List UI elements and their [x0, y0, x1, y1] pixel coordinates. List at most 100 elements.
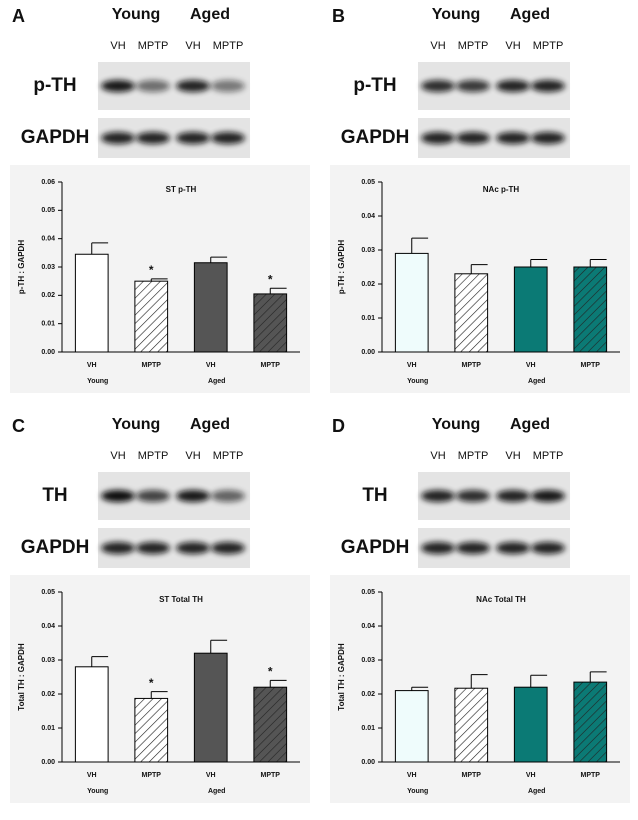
panel: D Young Aged VH MPTP VH MPTP TH GAPDH NAc Total T…: [330, 416, 630, 803]
blot-band: [136, 80, 170, 92]
y-axis-label: Total TH : GAPDH: [17, 643, 26, 711]
bar: [513, 686, 548, 763]
blot-lane-label: VH: [110, 450, 125, 462]
blot-row-label: TH: [362, 485, 387, 506]
blot-band: [211, 542, 245, 554]
bar: [253, 293, 288, 353]
chart-title: ST p-TH: [166, 185, 197, 194]
blot-lane-label: VH: [505, 40, 520, 52]
y-tick-label: 0.04: [361, 623, 375, 630]
significance-marker: *: [268, 272, 273, 286]
blot-band: [496, 542, 530, 554]
blot-band: [421, 132, 455, 144]
y-tick-label: 0.03: [361, 657, 375, 664]
group-label: Aged: [208, 788, 226, 795]
x-tick-label: MPTP: [142, 362, 162, 369]
blot-lane-label: MPTP: [458, 450, 489, 462]
y-tick-label: 0.01: [41, 321, 55, 328]
blot-group-label: Aged: [510, 6, 550, 23]
blot-group-label: Aged: [190, 6, 230, 23]
y-tick-label: 0.02: [361, 281, 375, 288]
group-label: Aged: [528, 378, 546, 385]
y-tick-label: 0.03: [41, 657, 55, 664]
blot-row-label: GAPDH: [21, 127, 90, 148]
blot-band: [531, 132, 565, 144]
x-tick-label: VH: [407, 772, 417, 779]
group-label: Aged: [208, 378, 226, 385]
blot-band: [211, 490, 245, 502]
blot-band: [531, 490, 565, 502]
y-tick-label: 0.01: [361, 725, 375, 732]
blot-band: [421, 542, 455, 554]
blot-lane-label: VH: [430, 40, 445, 52]
blot-lane-label: VH: [505, 450, 520, 462]
bar: [74, 666, 109, 763]
blot-band: [456, 80, 490, 92]
blot-lane-label: MPTP: [138, 40, 169, 52]
blot-lane-label: VH: [430, 450, 445, 462]
blot-band: [496, 490, 530, 502]
panel: B Young Aged VH MPTP VH MPTP p-TH GAPDH NAc p-TH p…: [330, 6, 630, 393]
x-tick-label: MPTP: [581, 772, 601, 779]
x-tick-label: MPTP: [261, 772, 281, 779]
blot-row-label: GAPDH: [21, 537, 90, 558]
y-tick-label: 0.01: [41, 725, 55, 732]
blot-lane-label: MPTP: [533, 40, 564, 52]
blot-band: [456, 132, 490, 144]
blot-lane-label: VH: [110, 40, 125, 52]
bar: [573, 681, 608, 763]
group-label: Aged: [528, 788, 546, 795]
bar: [454, 273, 489, 353]
y-tick-label: 0.02: [41, 691, 55, 698]
blot-band: [531, 542, 565, 554]
x-tick-label: VH: [87, 362, 97, 369]
blot-row-label: GAPDH: [341, 127, 410, 148]
x-tick-label: VH: [87, 772, 97, 779]
y-tick-label: 0.04: [41, 623, 55, 630]
blot-group-label: Young: [432, 6, 481, 23]
panel-letter: C: [12, 416, 25, 436]
blot-band: [176, 132, 210, 144]
y-tick-label: 0.02: [361, 691, 375, 698]
y-tick-label: 0.02: [41, 292, 55, 299]
bar: [134, 280, 169, 353]
blot-band: [456, 490, 490, 502]
y-tick-label: 0.05: [41, 589, 55, 596]
blot-band: [101, 542, 135, 554]
blot-row-label: GAPDH: [341, 537, 410, 558]
bar: [394, 252, 429, 353]
group-label: Young: [87, 788, 108, 795]
bar: [253, 686, 288, 763]
y-tick-label: 0.05: [361, 179, 375, 186]
blot-group-label: Young: [432, 416, 481, 433]
blot-band: [176, 80, 210, 92]
chart-title: ST Total TH: [159, 595, 203, 604]
group-label: Young: [407, 378, 428, 385]
x-tick-label: MPTP: [462, 772, 482, 779]
blot-band: [496, 132, 530, 144]
x-tick-label: VH: [206, 362, 216, 369]
y-tick-label: 0.00: [361, 759, 375, 766]
panel-letter: A: [12, 6, 25, 26]
blot-band: [136, 542, 170, 554]
group-label: Young: [87, 378, 108, 385]
blot-group-label: Young: [112, 416, 161, 433]
group-label: Young: [407, 788, 428, 795]
blot-lane-label: VH: [185, 450, 200, 462]
blot-band: [176, 490, 210, 502]
x-tick-label: MPTP: [581, 362, 601, 369]
blot-row-label: p-TH: [33, 75, 76, 96]
blot-band: [421, 490, 455, 502]
blot-band: [136, 490, 170, 502]
y-tick-label: 0.00: [361, 349, 375, 356]
bar: [394, 690, 429, 763]
y-tick-label: 0.01: [361, 315, 375, 322]
blot-lane-label: MPTP: [213, 40, 244, 52]
y-axis-label: Total TH : GAPDH: [337, 643, 346, 711]
bar: [134, 697, 169, 763]
significance-marker: *: [149, 263, 154, 277]
y-tick-label: 0.03: [41, 264, 55, 271]
blot-lane-label: MPTP: [138, 450, 169, 462]
x-tick-label: VH: [526, 772, 536, 779]
